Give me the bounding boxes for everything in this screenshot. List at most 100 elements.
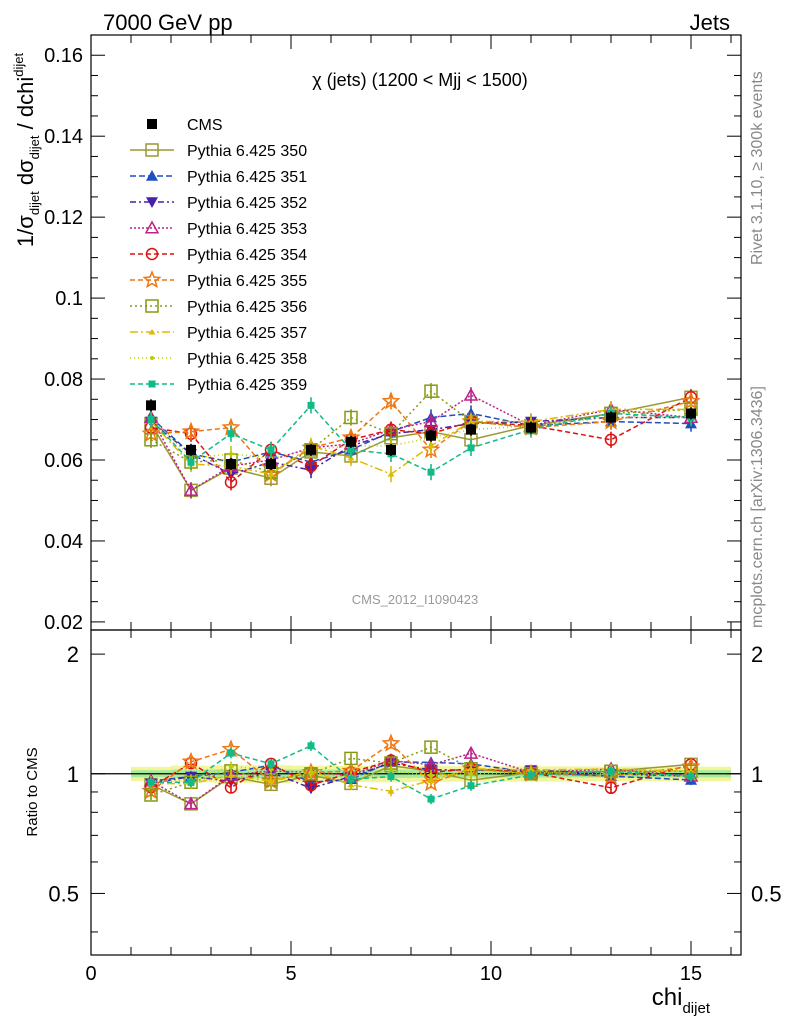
legend-marker xyxy=(148,380,156,388)
legend-entry-cms: CMS xyxy=(147,117,223,134)
y-axis-label-ratio: Ratio to CMS xyxy=(24,747,41,836)
series-point-main xyxy=(267,446,275,454)
series-point-main xyxy=(229,451,233,456)
legend-label: Pythia 6.425 353 xyxy=(187,221,307,238)
y-tick-label-main: 0.08 xyxy=(44,369,83,391)
series-point-ratio xyxy=(309,771,313,776)
legend-marker xyxy=(142,269,162,289)
legend-label: Pythia 6.425 358 xyxy=(187,351,307,368)
cms-point xyxy=(606,412,616,423)
y-tick-label-ratio: 0.5 xyxy=(48,881,79,906)
cms-point xyxy=(146,400,156,411)
series-point-ratio xyxy=(467,765,475,772)
series-point-ratio xyxy=(224,781,238,794)
mcplots-label: mcplots.cern.ch [arXiv:1306.3436] xyxy=(749,386,766,628)
series-point-main xyxy=(467,444,475,452)
series-point-main xyxy=(347,446,355,454)
legend-entry-3: Pythia 6.425 353 xyxy=(130,220,307,238)
series-point-ratio xyxy=(227,772,235,778)
legend-entry-5: Pythia 6.425 355 xyxy=(130,269,307,290)
legend-label: Pythia 6.425 359 xyxy=(187,377,307,394)
series-point-ratio xyxy=(387,773,395,781)
legend-marker xyxy=(146,170,158,181)
series-point-ratio xyxy=(344,751,358,766)
series-point-ratio xyxy=(147,778,155,786)
series-line-ratio xyxy=(150,759,692,789)
legend-marker xyxy=(144,220,160,234)
legend-entry-2: Pythia 6.425 352 xyxy=(130,195,307,212)
series-point-main xyxy=(424,384,438,398)
series-line-ratio xyxy=(150,767,692,792)
legend: CMS Pythia 6.425 350 Pythia 6.425 351 Pythi… xyxy=(130,117,307,394)
series-point-main xyxy=(427,468,435,476)
x-tick-label: 5 xyxy=(285,963,296,985)
y-tick-label-ratio: 1 xyxy=(67,762,79,787)
series-point-ratio xyxy=(267,760,275,768)
legend-entry-4: Pythia 6.425 354 xyxy=(130,247,307,264)
legend-label: Pythia 6.425 354 xyxy=(187,247,307,264)
legend-entry-8: Pythia 6.425 358 xyxy=(130,351,307,368)
legend-marker xyxy=(150,356,154,360)
series-point-ratio xyxy=(183,796,199,810)
legend-marker xyxy=(148,329,156,335)
series-point-main xyxy=(304,459,318,473)
y-tick-label-ratio-right: 1 xyxy=(751,762,763,787)
cms-data xyxy=(146,399,696,471)
y-axis-label-main: 1/σdijet dσdijet / dchidijet xyxy=(11,53,42,248)
y-tick-label-main: 0.14 xyxy=(44,126,83,148)
series-point-main xyxy=(467,418,475,425)
series-point-ratio xyxy=(227,749,235,757)
legend-entry-0: Pythia 6.425 350 xyxy=(130,143,307,160)
x-tick-label: 15 xyxy=(680,963,702,985)
series-point-ratio xyxy=(144,788,158,802)
series-point-ratio xyxy=(604,781,618,795)
series-point-main xyxy=(604,433,618,447)
y-tick-label-ratio-right: 0.5 xyxy=(751,881,782,906)
series-point-ratio xyxy=(307,742,315,750)
legend-entry-9: Pythia 6.425 359 xyxy=(130,377,307,394)
rivet-version-label: Rivet 3.1.10, ≥ 300k events xyxy=(749,71,766,265)
series-line-main xyxy=(150,404,692,473)
series-point-ratio xyxy=(469,771,473,776)
series-line-ratio xyxy=(150,752,692,805)
series-line-main xyxy=(150,400,692,476)
series-point-main xyxy=(381,391,401,410)
series-line-main xyxy=(150,394,692,492)
series-line-main xyxy=(150,390,692,473)
series-point-ratio xyxy=(347,775,355,783)
series-line-ratio xyxy=(150,765,692,782)
ratio-panel-frame xyxy=(90,629,742,956)
legend-label: Pythia 6.425 351 xyxy=(187,169,307,186)
series-point-ratio xyxy=(381,733,401,752)
series-point-ratio xyxy=(527,771,535,779)
y-tick-label-ratio: 2 xyxy=(67,642,79,667)
cms-point xyxy=(686,408,696,419)
series-point-main xyxy=(147,416,155,424)
series-point-ratio xyxy=(269,767,273,772)
series-point-main xyxy=(183,482,199,496)
legend-marker xyxy=(146,197,158,208)
series-point-main xyxy=(344,410,358,425)
series-point-ratio xyxy=(429,773,433,778)
svg-text:1/σdijet dσdijet / dchidijet: 1/σdijet dσdijet / dchidijet xyxy=(11,53,42,248)
series-point-ratio xyxy=(427,795,435,803)
series-point-main xyxy=(181,421,201,440)
series-point-main xyxy=(307,401,315,409)
cms-point xyxy=(306,444,316,455)
series-point-ratio xyxy=(187,778,195,786)
svg-text:chidijet: chidijet xyxy=(652,984,711,1017)
x-tick-label: 10 xyxy=(480,963,502,985)
y-tick-label-main: 0.1 xyxy=(55,288,83,310)
series-point-ratio xyxy=(267,778,275,784)
chart-title: χ (jets) (1200 < Mjj < 1500) xyxy=(312,70,528,90)
series-point-main xyxy=(187,458,195,466)
series-point-ratio xyxy=(427,777,435,783)
legend-marker xyxy=(145,143,159,157)
y-tick-label-main: 0.04 xyxy=(44,531,83,553)
legend-label-cms: CMS xyxy=(187,117,223,134)
series-point-ratio xyxy=(389,769,393,774)
header-right: Jets xyxy=(690,10,730,35)
legend-entry-7: Pythia 6.425 357 xyxy=(130,325,307,342)
legend-marker xyxy=(145,299,159,313)
